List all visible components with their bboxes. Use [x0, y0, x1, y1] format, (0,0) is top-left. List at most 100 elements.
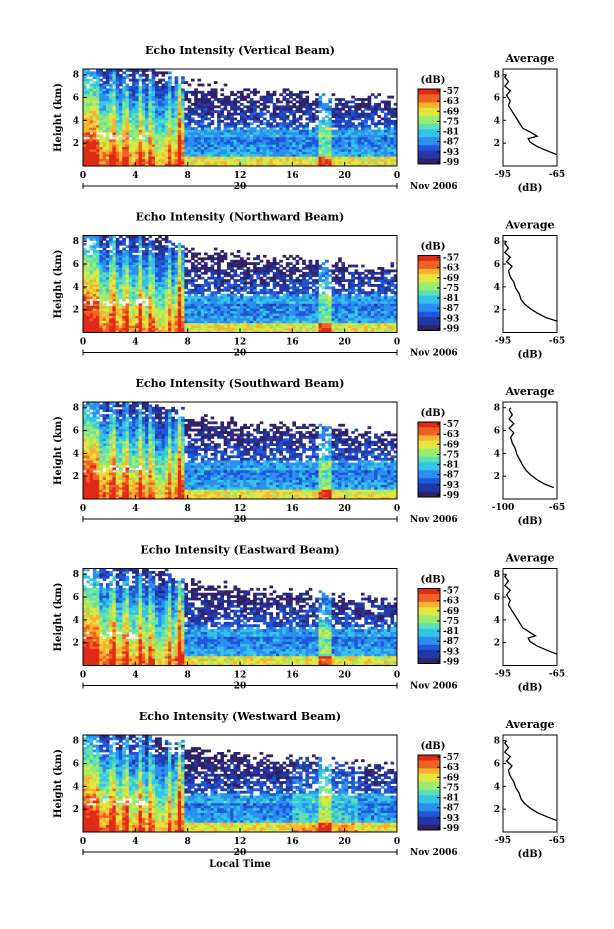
heatmap-cell: [357, 141, 362, 145]
heatmap-cell: [158, 313, 162, 316]
heatmap-cell: [171, 317, 175, 321]
heatmap-cell: [161, 98, 166, 101]
heatmap-cell: [318, 129, 323, 133]
heatmap-cell: [311, 117, 316, 121]
heatmap-cell: [207, 163, 211, 167]
heatmap-cell: [233, 100, 238, 104]
heatmap-cell: [102, 274, 107, 278]
heatmap-cell: [197, 122, 202, 126]
heatmap-cell: [102, 305, 107, 309]
heatmap-cell: [105, 293, 110, 297]
heatmap-cell: [118, 158, 123, 162]
heatmap-cell: [138, 139, 143, 143]
heatmap-cell: [109, 298, 113, 302]
heatmap-cell: [135, 247, 139, 251]
heatmap-cell: [230, 327, 234, 331]
heatmap-cell: [197, 119, 202, 123]
heatmap-cell: [243, 105, 247, 109]
heatmap-cell: [249, 132, 254, 135]
heatmap-cell: [230, 161, 234, 164]
heatmap-cell: [161, 322, 166, 326]
heatmap-cell: [266, 320, 270, 324]
heatmap-cell: [187, 279, 192, 282]
heatmap-cell: [295, 286, 300, 290]
heatmap-cell: [158, 262, 162, 265]
heatmap-cell: [161, 269, 166, 273]
heatmap-cell: [272, 127, 277, 131]
heatmap-cell: [177, 117, 182, 121]
heatmap-cell: [125, 252, 130, 256]
heatmap-cell: [377, 129, 382, 133]
heatmap-cell: [305, 141, 310, 145]
heatmap-cell: [308, 146, 313, 150]
heatmap-cell: [184, 298, 189, 302]
heatmap-cell: [141, 153, 146, 157]
heatmap-cell: [141, 288, 146, 292]
heatmap-cell: [118, 269, 123, 273]
heatmap-cell: [151, 276, 156, 280]
heatmap-cell: [118, 330, 123, 333]
heatmap-cell: [295, 254, 300, 258]
heatmap-cell: [83, 235, 87, 239]
heatmap-cell: [357, 134, 362, 138]
heatmap-cell: [194, 141, 198, 145]
heatmap-cell: [207, 112, 211, 116]
heatmap-cell: [138, 235, 143, 239]
heatmap-cell: [177, 313, 182, 316]
heatmap-cell: [138, 158, 143, 162]
heatmap-cell: [210, 303, 215, 307]
heatmap-cell: [128, 271, 133, 275]
heatmap-cell: [122, 93, 126, 97]
heatmap-cell: [164, 146, 169, 150]
heatmap-cell: [292, 310, 296, 314]
heatmap-cell: [105, 298, 110, 302]
heatmap-cell: [256, 100, 261, 104]
heatmap-cell: [390, 149, 395, 152]
heatmap-cell: [380, 153, 385, 157]
heatmap-cell: [334, 134, 339, 138]
heatmap-cell: [259, 115, 264, 118]
heatmap-cell: [383, 136, 388, 140]
heatmap-cell: [217, 325, 221, 329]
heatmap-cell: [109, 288, 113, 292]
heatmap-cell: [383, 146, 388, 150]
heatmap-cell: [125, 305, 130, 309]
heatmap-cell: [161, 254, 166, 258]
heatmap-cell: [135, 279, 139, 282]
heatmap-cell: [148, 257, 153, 261]
heatmap-cell: [115, 313, 120, 316]
heatmap-cell: [125, 320, 130, 324]
heatmap-cell: [96, 122, 100, 126]
heatmap-cell: [200, 320, 205, 324]
heatmap-cell: [145, 271, 149, 275]
heatmap-cell: [249, 153, 254, 157]
heatmap-cell: [230, 151, 234, 155]
heatmap-cell: [125, 310, 130, 314]
heatmap-cell: [210, 151, 215, 155]
heatmap-cell: [122, 139, 126, 143]
heatmap-cell: [285, 322, 290, 326]
heatmap-cell: [295, 151, 300, 155]
heatmap-cell: [125, 144, 130, 147]
heatmap-cell: [190, 132, 195, 135]
heatmap-cell: [148, 115, 153, 118]
heatmap-cell: [161, 107, 166, 111]
heatmap-cell: [233, 134, 238, 138]
heatmap-cell: [141, 163, 146, 167]
heatmap-cell: [174, 281, 179, 285]
heatmap-cell: [115, 110, 120, 114]
heatmap-cell: [210, 161, 215, 164]
heatmap-cell: [220, 110, 225, 114]
heatmap-cell: [370, 156, 375, 160]
heatmap-cell: [187, 115, 192, 118]
heatmap-cell: [236, 146, 241, 150]
heatmap-cell: [168, 115, 172, 118]
heatmap-cell: [374, 144, 378, 147]
colorbar-band: [418, 110, 440, 114]
heatmap-cell: [190, 149, 195, 152]
heatmap: [83, 69, 398, 167]
heatmap-cell: [256, 90, 261, 94]
heatmap-cell: [105, 158, 110, 162]
heatmap-cell: [125, 254, 130, 258]
heatmap-cell: [109, 107, 113, 111]
